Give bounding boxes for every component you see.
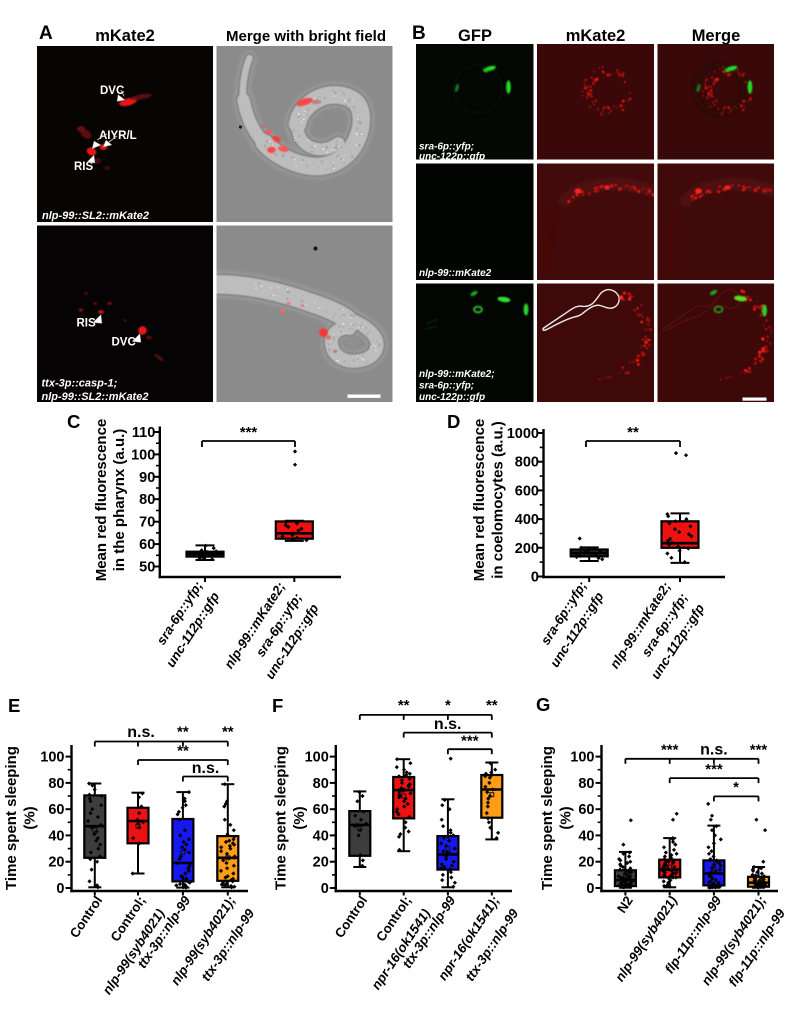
svg-text:unc-122p::gfp: unc-122p::gfp (419, 152, 485, 163)
svg-text:AIYR/L: AIYR/L (99, 130, 137, 142)
svg-text:40: 40 (48, 828, 64, 844)
svg-text:E: E (8, 695, 20, 716)
svg-text:***: *** (750, 742, 768, 759)
svg-text:***: *** (705, 761, 723, 778)
svg-text:n.s.: n.s. (192, 760, 220, 777)
svg-text:C: C (67, 411, 80, 432)
svg-text:RIS: RIS (77, 318, 97, 330)
svg-text:in coelomocytes (a.u.): in coelomocytes (a.u.) (490, 421, 507, 579)
svg-text:**: ** (177, 743, 189, 760)
svg-text:***: *** (240, 424, 258, 441)
svg-text:60: 60 (578, 802, 594, 818)
svg-text:D: D (447, 411, 460, 432)
svg-text:100: 100 (305, 750, 329, 766)
svg-text:nlp-99::SL2::mKate2: nlp-99::SL2::mKate2 (42, 210, 149, 222)
svg-text:sra-6p::yfp;: sra-6p::yfp; (419, 381, 474, 392)
svg-text:*: * (733, 779, 739, 796)
svg-text:nlp-99::SL2::mKate2: nlp-99::SL2::mKate2 (42, 391, 149, 403)
svg-text:in the pharynx (a.u.): in the pharynx (a.u.) (111, 429, 128, 572)
svg-text:nlp-99::mKate2;: nlp-99::mKate2; (419, 369, 495, 380)
svg-text:100: 100 (40, 750, 64, 766)
svg-text:n.s.: n.s. (127, 724, 155, 741)
svg-text:80: 80 (139, 492, 155, 508)
svg-text:1000: 1000 (507, 426, 539, 442)
svg-text:sra-6p::yfp;: sra-6p::yfp; (419, 142, 474, 153)
svg-text:**: ** (222, 724, 234, 741)
svg-text:n.s.: n.s. (700, 742, 728, 759)
svg-text:**: ** (627, 424, 639, 441)
svg-text:DVC: DVC (100, 85, 124, 97)
svg-text:Merge with bright field: Merge with bright field (226, 28, 386, 45)
svg-text:70: 70 (139, 515, 155, 531)
svg-text:A: A (39, 23, 53, 44)
svg-text:0: 0 (586, 881, 594, 897)
svg-text:(%): (%) (291, 806, 308, 829)
svg-text:800: 800 (515, 455, 539, 471)
svg-text:60: 60 (48, 802, 64, 818)
svg-text:mKate2: mKate2 (95, 27, 155, 45)
svg-text:(%): (%) (22, 806, 39, 829)
svg-text:Time spent sleeping: Time spent sleeping (3, 746, 20, 890)
svg-text:60: 60 (139, 537, 155, 553)
svg-text:**: ** (398, 697, 410, 714)
svg-text:Merge: Merge (692, 27, 741, 45)
svg-text:40: 40 (313, 828, 329, 844)
svg-text:Time spent sleeping: Time spent sleeping (273, 746, 290, 890)
svg-text:DVC: DVC (112, 337, 136, 349)
svg-text:**: ** (486, 697, 498, 714)
svg-text:Mean red fluorescence: Mean red fluorescence (471, 419, 488, 582)
svg-text:0: 0 (531, 570, 539, 586)
svg-text:n.s.: n.s. (434, 716, 462, 733)
svg-text:ttx-3p::casp-1;: ttx-3p::casp-1; (42, 378, 118, 390)
svg-text:20: 20 (313, 855, 329, 871)
svg-text:100: 100 (570, 750, 594, 766)
svg-text:80: 80 (48, 776, 64, 792)
svg-text:(%): (%) (558, 806, 575, 829)
svg-text:*: * (445, 697, 451, 714)
svg-text:F: F (272, 695, 283, 716)
svg-text:unc-122p::gfp: unc-122p::gfp (419, 392, 485, 403)
svg-text:**: ** (177, 724, 189, 741)
svg-text:RIS: RIS (74, 161, 94, 173)
svg-text:mKate2: mKate2 (566, 27, 626, 45)
svg-text:40: 40 (578, 828, 594, 844)
svg-text:***: *** (661, 742, 679, 759)
svg-text:B: B (412, 23, 426, 44)
svg-text:400: 400 (515, 512, 539, 528)
svg-text:80: 80 (313, 776, 329, 792)
svg-text:80: 80 (578, 776, 594, 792)
svg-text:Mean red fluorescence: Mean red fluorescence (93, 419, 110, 582)
svg-text:0: 0 (56, 881, 64, 897)
svg-text:G: G (536, 694, 550, 715)
svg-text:200: 200 (515, 541, 539, 557)
svg-text:GFP: GFP (458, 27, 492, 45)
svg-text:100: 100 (131, 447, 155, 463)
svg-text:0: 0 (321, 881, 329, 897)
svg-text:600: 600 (515, 483, 539, 499)
svg-text:50: 50 (139, 560, 155, 576)
svg-text:nlp-99::mKate2: nlp-99::mKate2 (419, 268, 492, 279)
svg-text:20: 20 (578, 855, 594, 871)
svg-text:60: 60 (313, 802, 329, 818)
svg-text:90: 90 (139, 470, 155, 486)
svg-text:***: *** (461, 733, 479, 750)
svg-text:Time spent sleeping: Time spent sleeping (539, 746, 556, 890)
svg-text:110: 110 (132, 425, 155, 441)
svg-text:20: 20 (48, 855, 64, 871)
